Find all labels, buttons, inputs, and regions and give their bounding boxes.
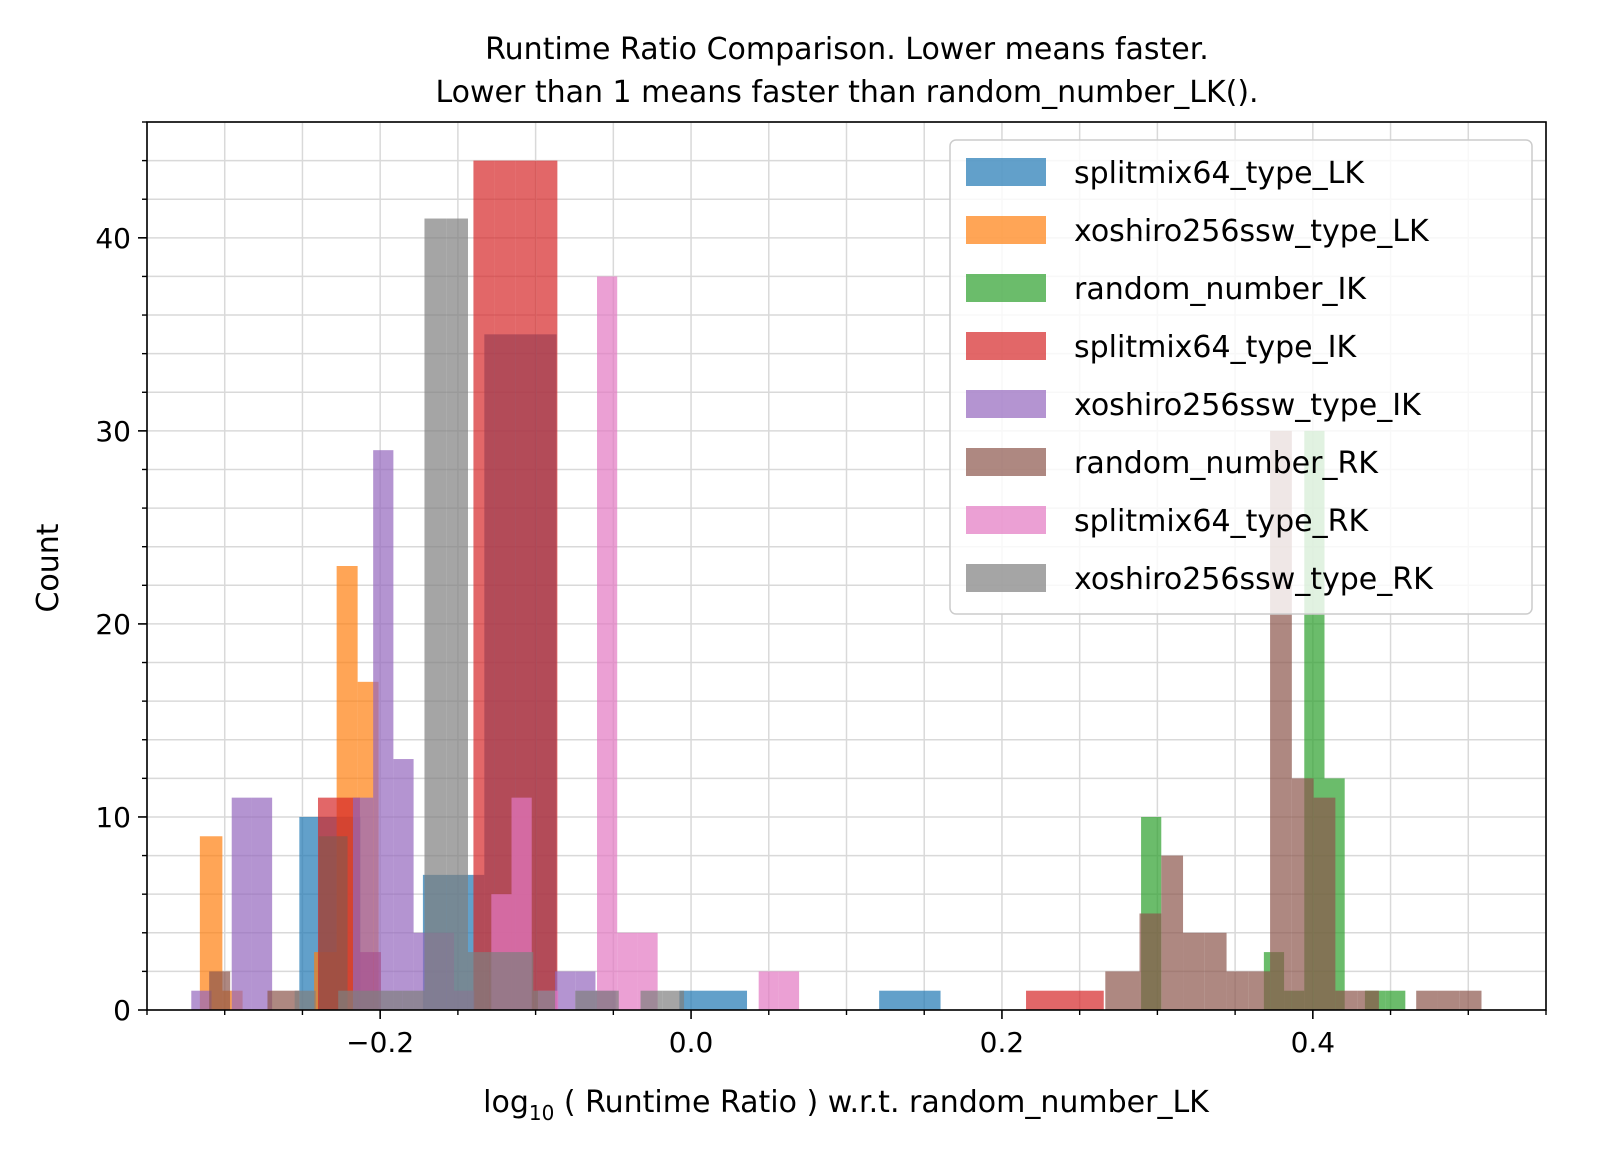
legend-label: random_number_RK <box>1074 446 1379 481</box>
bar <box>555 971 576 1010</box>
bar <box>393 759 414 1010</box>
bar <box>640 990 663 1010</box>
bar <box>1105 971 1140 1010</box>
x-tick-label: −0.2 <box>346 1026 414 1059</box>
bar <box>231 797 252 1010</box>
bar <box>597 276 618 1010</box>
bar <box>1226 971 1249 1010</box>
bar <box>424 218 447 1011</box>
x-tick-label: 0.0 <box>669 1026 714 1059</box>
bar <box>1161 855 1184 1010</box>
bar <box>352 797 374 1010</box>
bar <box>533 990 556 1010</box>
bar <box>446 218 468 1011</box>
legend: splitmix64_type_LK xoshiro256ssw_type_LKr… <box>949 139 1533 615</box>
bar <box>1459 990 1482 1010</box>
bar <box>879 990 941 1010</box>
bar <box>662 990 685 1010</box>
legend-label: random_number_IK <box>1074 272 1367 307</box>
bar <box>373 450 394 1010</box>
bar <box>473 160 495 1010</box>
bar <box>199 836 223 1010</box>
bar <box>359 990 381 1010</box>
bar <box>294 990 316 1010</box>
bar <box>191 990 212 1010</box>
y-tick-label: 20 <box>95 608 131 641</box>
x-axis-label-log: log <box>483 1085 529 1120</box>
bar <box>209 971 231 1010</box>
bar <box>1248 971 1271 1010</box>
bar <box>318 836 348 1010</box>
legend-swatch <box>966 448 1046 476</box>
chart-title-line1: Runtime Ratio Comparison. Lower means fa… <box>485 32 1209 67</box>
x-axis-label: log10 ( Runtime Ratio ) w.r.t. random_nu… <box>483 1085 1210 1125</box>
bar <box>380 990 403 1010</box>
bar <box>1291 778 1314 1010</box>
bars <box>191 160 1482 1011</box>
legend-swatch <box>966 216 1046 244</box>
bar <box>575 990 598 1010</box>
y-tick-label: 0 <box>113 994 131 1027</box>
bar <box>1183 932 1205 1010</box>
bar <box>511 952 534 1010</box>
bar <box>251 797 273 1010</box>
bar <box>597 990 619 1010</box>
legend-label: xoshiro256ssw_type_IK <box>1074 388 1422 423</box>
y-tick-label: 10 <box>95 801 131 834</box>
x-axis-label-subscript: 10 <box>529 1101 554 1125</box>
axes: −0.2 0.0 0.2 0.4 0 10 20 30 40 <box>95 121 1547 1059</box>
bar <box>1313 797 1336 1010</box>
bar <box>1437 990 1460 1010</box>
legend-label: xoshiro256ssw_type_RK <box>1074 562 1434 597</box>
bar <box>1416 990 1438 1010</box>
bar <box>467 952 490 1010</box>
bar <box>1335 990 1358 1010</box>
bar <box>494 160 516 1010</box>
legend-box <box>949 139 1533 615</box>
bar <box>267 990 300 1010</box>
bar <box>1026 990 1104 1010</box>
bar <box>758 971 779 1010</box>
x-tick-label: 0.2 <box>980 1026 1025 1059</box>
chart-title-line2: Lower than 1 means faster than random_nu… <box>435 75 1258 110</box>
legend-swatch <box>966 158 1046 186</box>
bar <box>338 990 360 1010</box>
legend-label: xoshiro256ssw_type_LK <box>1074 214 1430 249</box>
bar <box>679 990 748 1010</box>
bar <box>489 952 512 1010</box>
legend-swatch <box>966 332 1046 360</box>
legend-swatch <box>966 274 1046 302</box>
series-xoshiro256ssw_type_RK <box>294 218 685 1011</box>
bar <box>536 160 558 1010</box>
bar <box>1204 932 1227 1010</box>
legend-swatch <box>966 390 1046 418</box>
bar <box>778 971 800 1010</box>
y-axis-label: Count <box>31 523 66 612</box>
x-axis-label-rest: ( Runtime Ratio ) w.r.t. random_number_L… <box>554 1085 1210 1120</box>
y-tick-label: 30 <box>95 415 131 448</box>
legend-label: splitmix64_type_LK <box>1074 156 1365 191</box>
x-tick-label: 0.4 <box>1291 1026 1336 1059</box>
legend-swatch <box>966 506 1046 534</box>
bar <box>1357 990 1379 1010</box>
legend-label: splitmix64_type_IK <box>1074 330 1357 365</box>
bar <box>402 990 425 1010</box>
bar <box>1139 913 1162 1010</box>
bar <box>1385 990 1406 1010</box>
legend-swatch <box>966 564 1046 592</box>
y-tick-label: 40 <box>95 222 131 255</box>
legend-label: splitmix64_type_RK <box>1074 504 1369 539</box>
bar <box>617 932 638 1010</box>
